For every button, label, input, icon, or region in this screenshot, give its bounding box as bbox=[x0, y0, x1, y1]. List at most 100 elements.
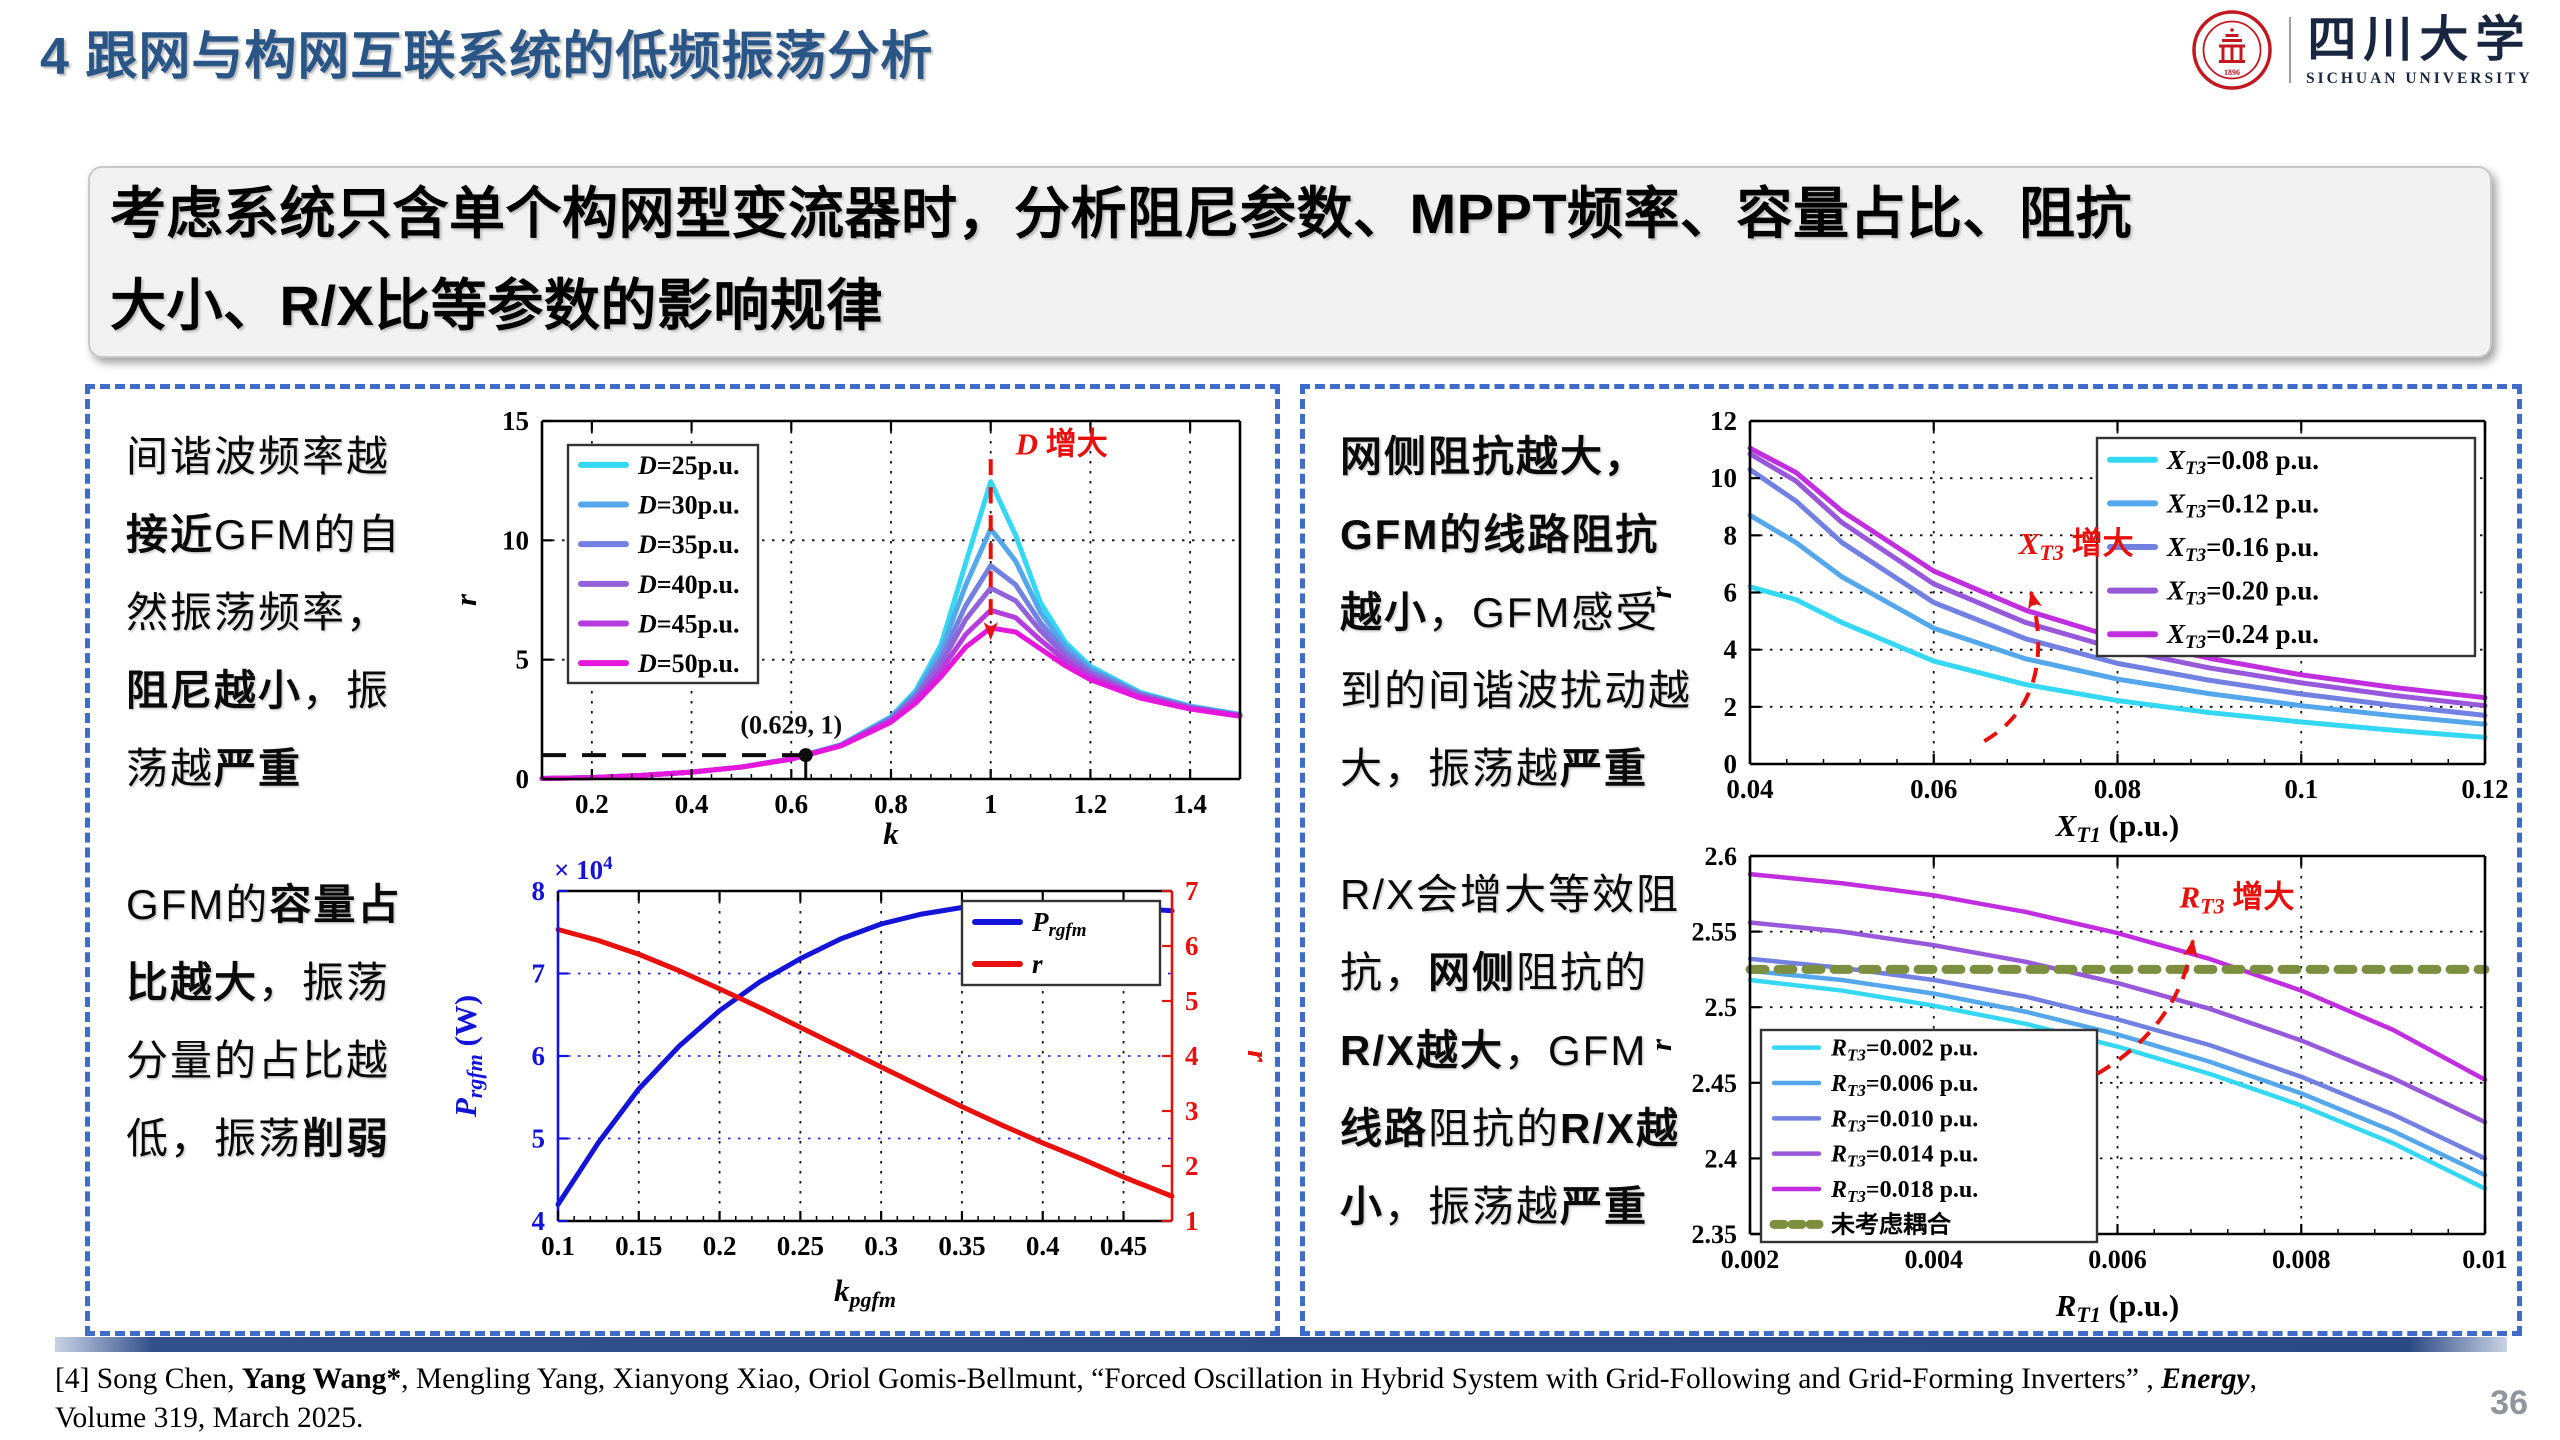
svg-text:RT3=0.010 p.u.: RT3=0.010 p.u. bbox=[1830, 1106, 1978, 1135]
svg-text:6: 6 bbox=[1724, 578, 1738, 608]
svg-text:0.4: 0.4 bbox=[675, 789, 709, 819]
svg-text:r: r bbox=[1241, 1050, 1276, 1063]
key-message-line2: 大小、R/X比等参数的影响规律 bbox=[110, 274, 883, 337]
svg-text:D 增大: D 增大 bbox=[1015, 426, 1108, 461]
right-panel-top-text: 网侧阻抗越大， GFM的线路阻抗 越小，GFM感受 到的间谐波扰动越 大，振荡越严重 bbox=[1340, 433, 1693, 792]
svg-text:1.4: 1.4 bbox=[1173, 789, 1207, 819]
svg-text:D=25p.u.: D=25p.u. bbox=[637, 451, 740, 480]
page-title: 4 跟网与构网互联系统的低频振荡分析 bbox=[40, 28, 934, 86]
right-analysis-panel bbox=[1300, 384, 2522, 1336]
key-message-box: 考虑系统只含单个构网型变流器时，分析阻尼参数、MPPT频率、容量占比、阻抗 大小… bbox=[88, 166, 2492, 358]
university-name-en: SICHUAN UNIVERSITY bbox=[2306, 70, 2533, 87]
svg-text:0.1: 0.1 bbox=[2284, 774, 2318, 804]
citation: [4] Song Chen, Yang Wang*, Mengling Yang… bbox=[55, 1363, 2258, 1434]
svg-text:10: 10 bbox=[1710, 463, 1737, 493]
svg-text:3: 3 bbox=[1185, 1096, 1199, 1126]
svg-text:XT1 (p.u.): XT1 (p.u.) bbox=[2055, 808, 2180, 847]
svg-text:0.008: 0.008 bbox=[2272, 1245, 2331, 1274]
svg-text:0.002: 0.002 bbox=[1721, 1245, 1780, 1274]
svg-text:XT3=0.20 p.u.: XT3=0.20 p.u. bbox=[2166, 576, 2319, 610]
key-message-line1: 考虑系统只含单个构网型变流器时，分析阻尼参数、MPPT频率、容量占比、阻抗 bbox=[110, 182, 2133, 245]
svg-text:2.35: 2.35 bbox=[1692, 1220, 1738, 1249]
left-panel-bottom-text: GFM的容量占 比越大，振荡 分量的占比越 低，振荡削弱 bbox=[126, 881, 402, 1162]
svg-text:(0.629, 1): (0.629, 1) bbox=[740, 711, 842, 740]
left-analysis-panel bbox=[85, 384, 1280, 1336]
svg-text:2: 2 bbox=[1185, 1151, 1199, 1181]
svg-text:XT3 增大: XT3 增大 bbox=[2018, 526, 2134, 565]
svg-text:RT1 (p.u.): RT1 (p.u.) bbox=[2055, 1288, 2180, 1327]
svg-text:0.06: 0.06 bbox=[1910, 774, 1957, 804]
svg-text:8: 8 bbox=[532, 876, 546, 906]
svg-text:10: 10 bbox=[502, 525, 529, 555]
svg-text:0.12: 0.12 bbox=[2461, 774, 2508, 804]
svg-text:r: r bbox=[1032, 949, 1043, 979]
svg-text:0.2: 0.2 bbox=[703, 1231, 737, 1261]
svg-text:XT3=0.12 p.u.: XT3=0.12 p.u. bbox=[2166, 488, 2319, 522]
svg-text:4: 4 bbox=[1724, 635, 1738, 665]
svg-text:D=45p.u.: D=45p.u. bbox=[637, 610, 740, 639]
svg-text:2.4: 2.4 bbox=[1705, 1144, 1738, 1173]
sichuan-university-seal-icon: 1896 bbox=[2192, 10, 2272, 90]
seal-year: 1896 bbox=[2224, 68, 2240, 77]
chart-grid-side-reactance: 0.04 0.06 0.08 0.1 0.12 0 2 4 6 8 10 12 XT1 (p.u.) r X… bbox=[1643, 406, 2509, 847]
svg-text:8: 8 bbox=[1724, 520, 1738, 550]
svg-text:RT3=0.006 p.u.: RT3=0.006 p.u. bbox=[1830, 1071, 1978, 1100]
svg-text:未考虑耦合: 未考虑耦合 bbox=[1831, 1210, 1952, 1238]
chart-rx-ratio: 0.002 0.004 0.006 0.008 0.01 2.35 2.4 2.45 2.5 2.… bbox=[1643, 842, 2508, 1327]
svg-text:0.04: 0.04 bbox=[1726, 774, 1773, 804]
svg-text:0.3: 0.3 bbox=[864, 1231, 898, 1261]
svg-text:5: 5 bbox=[532, 1124, 546, 1154]
svg-text:0.01: 0.01 bbox=[2462, 1245, 2508, 1274]
svg-text:r: r bbox=[1643, 1038, 1678, 1051]
page-number: 36 bbox=[2490, 1384, 2528, 1422]
svg-text:2.45: 2.45 bbox=[1692, 1069, 1738, 1098]
svg-text:12: 12 bbox=[1710, 406, 1737, 436]
svg-text:5: 5 bbox=[516, 645, 530, 675]
svg-text:kpgfm: kpgfm bbox=[834, 1273, 896, 1312]
svg-text:0.004: 0.004 bbox=[1905, 1245, 1964, 1274]
chart-damping-vs-frequency-ratio: 0.2 0.4 0.6 0.8 1 1.2 1.4 0 5 10 15 k r D=25p.u. D=30p… bbox=[448, 406, 1243, 851]
svg-text:RT3=0.018 p.u.: RT3=0.018 p.u. bbox=[1830, 1177, 1978, 1206]
svg-text:k: k bbox=[883, 816, 899, 851]
svg-text:D=50p.u.: D=50p.u. bbox=[637, 649, 740, 678]
svg-text:RT3=0.014 p.u.: RT3=0.014 p.u. bbox=[1830, 1142, 1978, 1171]
svg-text:D=35p.u.: D=35p.u. bbox=[637, 530, 740, 559]
university-name-zh: 四川大学 bbox=[2307, 12, 2532, 67]
svg-text:5: 5 bbox=[1185, 986, 1199, 1016]
chart-gfm-capacity-share: 0.1 0.15 0.2 0.25 0.3 0.35 0.4 0.45 4 5 6 7 8 1 2 3 4 5 6 7… bbox=[448, 853, 1276, 1312]
svg-text:RT3=0.002 p.u.: RT3=0.002 p.u. bbox=[1830, 1036, 1978, 1065]
svg-text:0.006: 0.006 bbox=[2088, 1245, 2147, 1274]
svg-text:0.6: 0.6 bbox=[774, 789, 808, 819]
svg-text:15: 15 bbox=[502, 406, 529, 436]
svg-text:0.4: 0.4 bbox=[1026, 1231, 1060, 1261]
svg-text:7: 7 bbox=[1185, 876, 1199, 906]
svg-text:6: 6 bbox=[532, 1041, 546, 1071]
svg-text:0.15: 0.15 bbox=[615, 1231, 662, 1261]
svg-text:1.2: 1.2 bbox=[1074, 789, 1108, 819]
svg-text:2.5: 2.5 bbox=[1705, 993, 1738, 1022]
svg-text:D=30p.u.: D=30p.u. bbox=[637, 491, 740, 520]
svg-text:RT3 增大: RT3 增大 bbox=[2178, 879, 2294, 918]
svg-text:7: 7 bbox=[532, 959, 546, 989]
left-panel-top-text: 间谐波频率越 接近GFM的自 然振荡频率， 阻尼越小，振 荡越严重 bbox=[126, 433, 402, 792]
svg-text:4: 4 bbox=[532, 1206, 546, 1236]
svg-text:1: 1 bbox=[984, 789, 998, 819]
svg-text:4: 4 bbox=[1185, 1041, 1199, 1071]
svg-text:Prgfm: Prgfm bbox=[1031, 907, 1087, 941]
svg-text:× 104: × 104 bbox=[554, 853, 613, 885]
svg-text:0.25: 0.25 bbox=[777, 1231, 824, 1261]
svg-text:XT3=0.08 p.u.: XT3=0.08 p.u. bbox=[2166, 445, 2319, 479]
university-logo: 1896 四川大学 SICHUAN UNIVERSITY bbox=[2190, 8, 2533, 92]
svg-text:0: 0 bbox=[516, 764, 530, 794]
svg-text:r: r bbox=[1643, 586, 1678, 599]
footer-bar bbox=[55, 1337, 2507, 1352]
svg-text:2.55: 2.55 bbox=[1692, 918, 1738, 947]
svg-text:D=40p.u.: D=40p.u. bbox=[637, 570, 740, 599]
svg-text:0.08: 0.08 bbox=[2094, 774, 2141, 804]
svg-text:0.2: 0.2 bbox=[575, 789, 609, 819]
svg-text:2: 2 bbox=[1724, 692, 1738, 722]
svg-text:0: 0 bbox=[1724, 749, 1738, 779]
svg-text:0.35: 0.35 bbox=[938, 1231, 985, 1261]
svg-text:0.1: 0.1 bbox=[541, 1231, 575, 1261]
svg-text:Prgfm (W): Prgfm (W) bbox=[448, 995, 487, 1118]
